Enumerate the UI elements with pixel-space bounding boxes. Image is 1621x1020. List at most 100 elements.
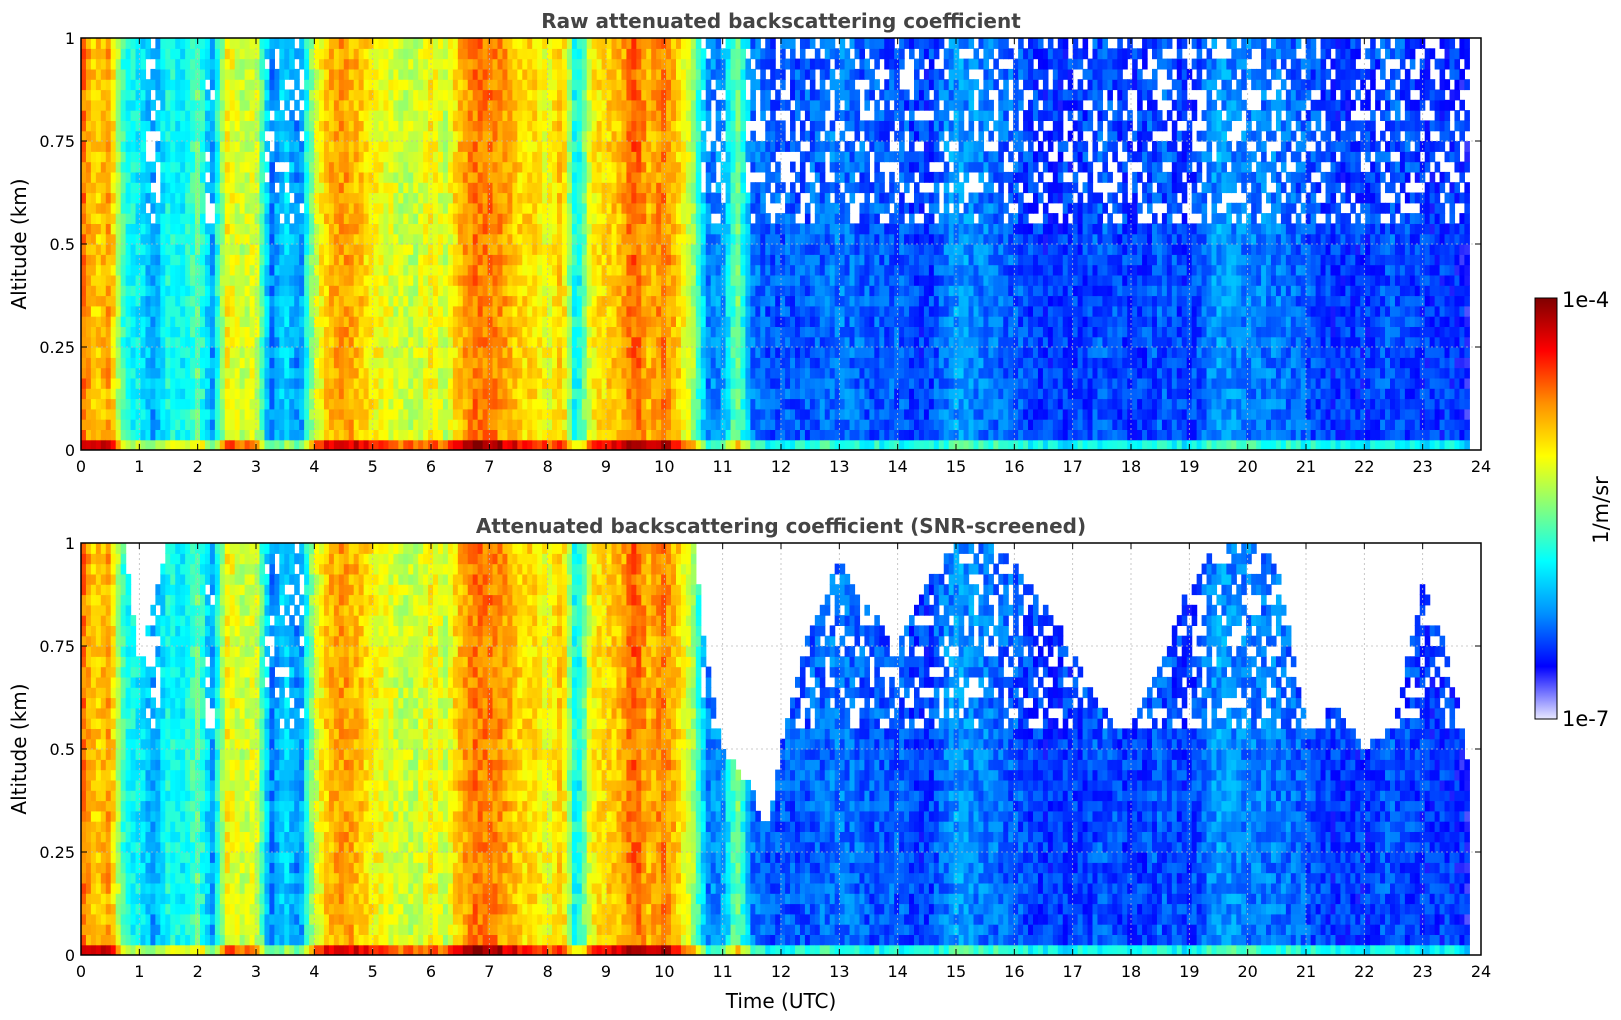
- heatmap-cell: [472, 285, 479, 297]
- heatmap-cell: [700, 295, 707, 307]
- heatmap-cell: [408, 48, 414, 60]
- heatmap-cell: [522, 68, 528, 80]
- heatmap-cell: [170, 377, 176, 389]
- heatmap-cell: [552, 326, 558, 338]
- heatmap-cell: [651, 316, 657, 327]
- heatmap-cell: [200, 182, 206, 194]
- heatmap-cell: [244, 213, 251, 224]
- heatmap-cell: [591, 130, 598, 142]
- heatmap-cell: [299, 377, 305, 389]
- heatmap-cell: [294, 151, 300, 163]
- heatmap-cell: [413, 202, 419, 214]
- heatmap-cell: [155, 408, 161, 420]
- heatmap-cell: [353, 202, 360, 214]
- heatmap-cell: [413, 79, 419, 91]
- heatmap-cell: [373, 192, 380, 204]
- heatmap-cell: [571, 264, 578, 276]
- heatmap-cell: [571, 326, 578, 338]
- heatmap-cell: [259, 38, 266, 49]
- heatmap-cell: [547, 130, 553, 142]
- heatmap-cell: [685, 161, 692, 173]
- heatmap-cell: [542, 326, 548, 338]
- heatmap-cell: [586, 429, 593, 441]
- heatmap-cell: [383, 68, 390, 80]
- heatmap-cell: [457, 141, 464, 152]
- heatmap-cell: [690, 202, 697, 214]
- heatmap-cell: [115, 419, 122, 430]
- heatmap-cell: [85, 367, 92, 379]
- heatmap-cell: [343, 110, 350, 121]
- heatmap-cell: [596, 285, 603, 297]
- heatmap-cell: [522, 357, 528, 369]
- heatmap-cell: [467, 68, 474, 80]
- heatmap-cell: [120, 38, 127, 49]
- heatmap-cell: [125, 171, 132, 183]
- heatmap-cell: [442, 120, 449, 132]
- heatmap-cell: [398, 213, 404, 224]
- heatmap-cell: [170, 419, 176, 430]
- heatmap-cell: [522, 419, 528, 430]
- heatmap-cell: [552, 336, 558, 348]
- heatmap-cell: [140, 161, 147, 173]
- heatmap-cell: [160, 264, 166, 276]
- heatmap-cell: [695, 439, 702, 450]
- heatmap-cell: [601, 171, 608, 183]
- heatmap-cell: [120, 130, 127, 142]
- heatmap-cell: [467, 388, 474, 400]
- heatmap-cell: [616, 192, 623, 204]
- heatmap-cell: [120, 326, 127, 338]
- heatmap-cell: [388, 223, 394, 235]
- heatmap-cell: [249, 254, 256, 266]
- heatmap-cell: [601, 398, 608, 410]
- heatmap-cell: [457, 295, 464, 307]
- heatmap-cell: [373, 295, 380, 307]
- heatmap-cell: [274, 223, 280, 235]
- heatmap-cell: [457, 58, 464, 70]
- heatmap-cell: [259, 89, 266, 101]
- heatmap-cell: [606, 171, 613, 183]
- heatmap-cell: [319, 367, 325, 379]
- heatmap-cell: [547, 274, 553, 286]
- heatmap-cell: [527, 79, 533, 91]
- heatmap-cell: [150, 285, 156, 297]
- heatmap-cell: [616, 38, 623, 49]
- heatmap-cell: [487, 223, 494, 235]
- heatmap-cell: [229, 264, 236, 276]
- heatmap-cell: [428, 285, 434, 297]
- heatmap-cell: [542, 99, 548, 111]
- heatmap-cell: [319, 357, 325, 369]
- heatmap-cell: [269, 192, 275, 204]
- heatmap-cell: [130, 305, 137, 317]
- heatmap-cell: [160, 223, 166, 235]
- heatmap-cell: [532, 38, 538, 49]
- heatmap-cell: [438, 388, 444, 400]
- heatmap-cell: [492, 233, 499, 245]
- heatmap-cell: [358, 130, 365, 142]
- heatmap-cell: [294, 192, 300, 204]
- heatmap-cell: [264, 429, 271, 441]
- heatmap-cell: [185, 141, 191, 152]
- heatmap-cell: [537, 223, 543, 235]
- heatmap-cell: [477, 171, 484, 183]
- heatmap-cell: [641, 38, 647, 49]
- heatmap-cell: [586, 326, 593, 338]
- heatmap-cell: [239, 377, 246, 389]
- heatmap-cell: [378, 305, 385, 317]
- heatmap-cell: [705, 264, 712, 276]
- heatmap-cell: [641, 79, 647, 91]
- heatmap-cell: [423, 244, 429, 255]
- heatmap-cell: [289, 110, 295, 121]
- heatmap-cell: [185, 305, 191, 317]
- heatmap-cell: [219, 202, 226, 214]
- heatmap-cell: [323, 285, 330, 297]
- heatmap-cell: [224, 192, 231, 204]
- heatmap-cell: [319, 68, 325, 80]
- heatmap-cell: [204, 408, 211, 420]
- heatmap-cell: [433, 347, 439, 358]
- heatmap-cell: [576, 336, 583, 348]
- heatmap-cell: [537, 316, 543, 327]
- heatmap-cell: [636, 377, 642, 389]
- heatmap-cell: [348, 141, 355, 152]
- heatmap-cell: [229, 419, 236, 430]
- heatmap-cell: [690, 357, 697, 369]
